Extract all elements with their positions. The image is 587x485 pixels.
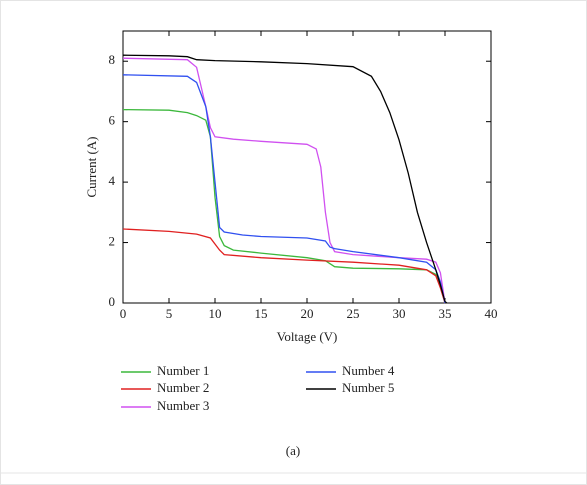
series-line — [122, 108, 446, 304]
series-line — [122, 57, 446, 304]
series-line — [122, 54, 448, 304]
legend-label: Number 3 — [157, 398, 209, 413]
series-line — [122, 228, 446, 304]
x-axis-label: Voltage (V) — [277, 329, 338, 344]
series-line — [122, 74, 446, 304]
legend-label: Number 1 — [157, 363, 209, 378]
y-tick-label: 6 — [109, 113, 116, 128]
x-tick-label: 10 — [209, 306, 222, 321]
x-tick-label: 40 — [485, 306, 498, 321]
x-tick-label: 15 — [255, 306, 268, 321]
x-tick-label: 30 — [393, 306, 406, 321]
legend-label: Number 5 — [342, 380, 394, 395]
x-tick-label: 5 — [166, 306, 173, 321]
x-tick-label: 20 — [301, 306, 314, 321]
x-tick-label: 0 — [120, 306, 127, 321]
y-tick-label: 4 — [109, 173, 116, 188]
y-tick-label: 2 — [109, 234, 116, 249]
legend-label: Number 2 — [157, 380, 209, 395]
x-tick-label: 25 — [347, 306, 360, 321]
y-axis-label: Current (A) — [84, 136, 99, 197]
caption: (a) — [286, 443, 300, 458]
y-tick-label: 0 — [109, 294, 116, 309]
legend-label: Number 4 — [342, 363, 395, 378]
y-tick-label: 8 — [109, 52, 116, 67]
x-tick-label: 35 — [439, 306, 452, 321]
